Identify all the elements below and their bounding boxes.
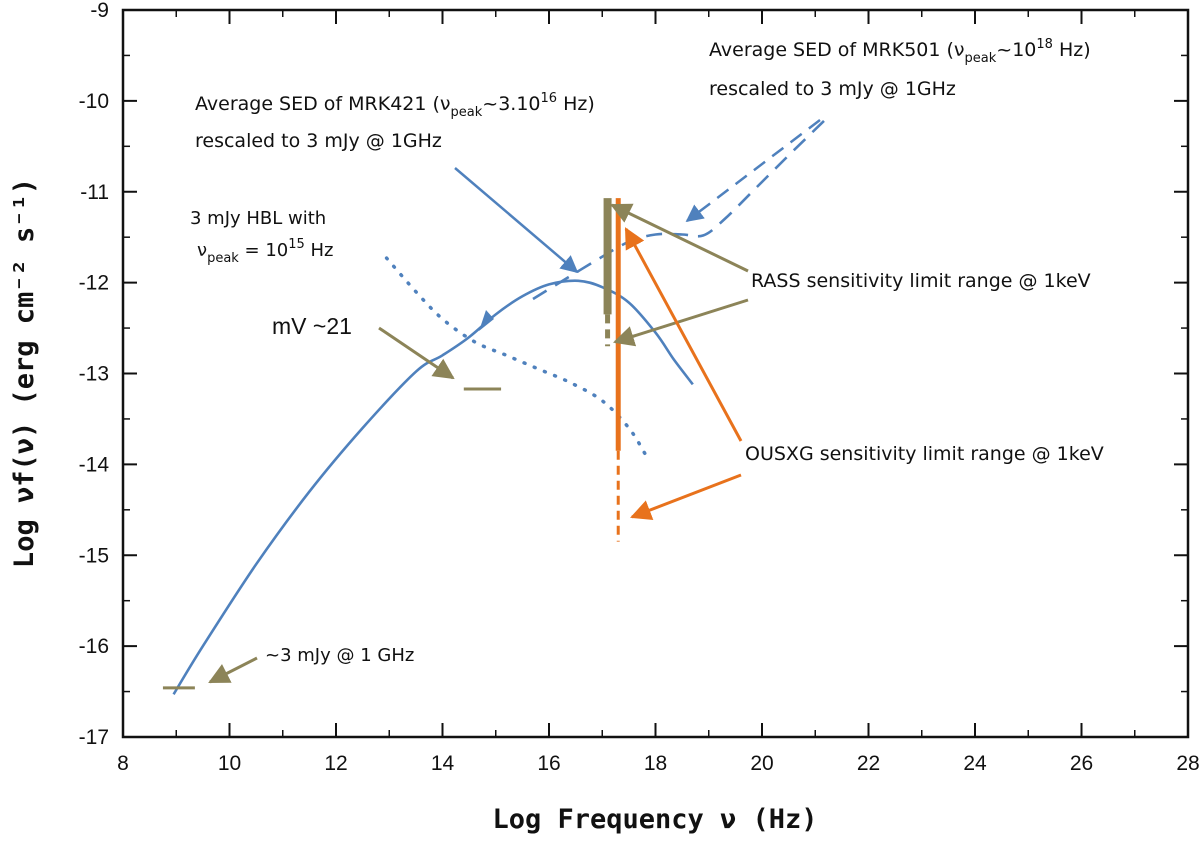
mrk421-label-line2: rescaled to 3 mJy @ 1GHz xyxy=(195,130,442,152)
radio-arrow xyxy=(208,656,258,684)
ousxg-label: OUSXG sensitivity limit range @ 1keV xyxy=(745,443,1104,465)
y-tick-label: -13 xyxy=(79,363,109,386)
x-tick-label: 18 xyxy=(644,752,667,775)
x-tick-label: 22 xyxy=(857,752,880,775)
axis-ticks xyxy=(122,9,1189,738)
hbl-label-line2: νpeak = 1015 Hz xyxy=(197,237,334,266)
y-tick-label: -14 xyxy=(79,453,110,476)
mrk501-label-line2: rescaled to 3 mJy @ 1GHz xyxy=(709,78,956,100)
radio-label: ~3 mJy @ 1 GHz xyxy=(265,645,414,666)
x-tick-label: 28 xyxy=(1176,752,1199,775)
plot-frame xyxy=(121,8,1190,739)
y-tick-label: -10 xyxy=(79,90,109,113)
ousxg-arrow-upper xyxy=(624,227,743,442)
mrk421-label-line1: Average SED of MRK421 (νpeak~3.1016 Hz) xyxy=(195,91,595,120)
y-tick-label: -9 xyxy=(90,0,109,22)
y-axis-title: Log νf(ν) (erg cm⁻² s⁻¹) xyxy=(9,178,40,568)
series-line-dashed xyxy=(532,118,827,301)
ousxg-arrow-lower xyxy=(630,473,742,521)
x-tick-label: 14 xyxy=(431,752,455,775)
rass-arrow-upper xyxy=(610,203,749,273)
series-line-solid xyxy=(172,279,694,695)
hbl-label-line1: 3 mJy HBL with xyxy=(190,208,326,229)
y-tick-label: -16 xyxy=(79,635,109,658)
x-tick-label: 20 xyxy=(750,752,773,775)
sensitivity-bars xyxy=(603,198,621,542)
mrk501-arrow xyxy=(685,119,821,223)
mv-label: mV ~21 xyxy=(272,313,352,339)
y-tick-label: -12 xyxy=(79,272,109,295)
y-tick-label: -15 xyxy=(79,544,109,567)
x-tick-label: 8 xyxy=(117,752,129,775)
x-tick-label: 16 xyxy=(537,752,560,775)
mv-arrow xyxy=(378,326,455,380)
rass-label: RASS sensitivity limit range @ 1keV xyxy=(751,270,1091,292)
x-tick-label: 24 xyxy=(963,752,987,775)
blue-triangle-marker xyxy=(479,310,494,331)
x-tick-label: 10 xyxy=(218,752,241,775)
flux-marks xyxy=(162,387,502,690)
x-axis-title: Log Frequency ν (Hz) xyxy=(492,804,817,835)
x-tick-label: 26 xyxy=(1070,752,1093,775)
rass-arrow-lower xyxy=(612,298,749,347)
y-tick-label: -11 xyxy=(80,181,109,204)
y-tick-label: -17 xyxy=(79,726,109,749)
mrk501-label-line1: Average SED of MRK501 (νpeak~1018 Hz) xyxy=(709,37,1091,66)
x-tick-label: 12 xyxy=(324,752,347,775)
mrk421-arrow xyxy=(454,167,579,274)
axis-tick-labels: 8 10 12 14 16 18 20 22 24 26 28 -9 -10 -11 -12 -13 -14 -1… xyxy=(79,0,1200,775)
